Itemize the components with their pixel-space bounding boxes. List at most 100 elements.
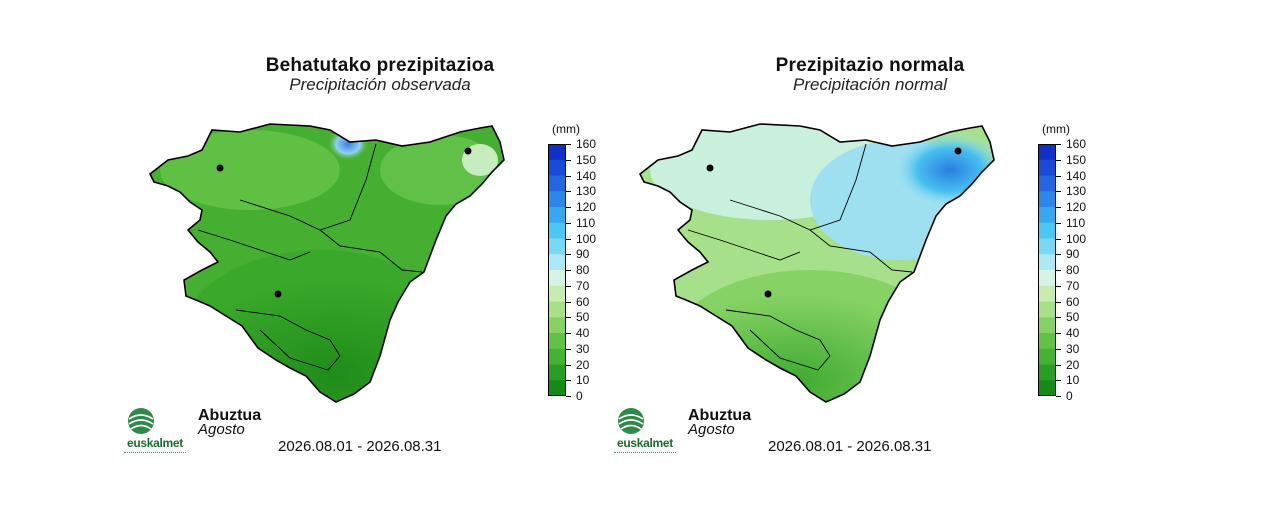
legend-tick-label: 90 <box>1066 247 1080 262</box>
legend-unit: (mm) <box>1042 122 1070 136</box>
month-label: Abuztua <box>688 407 752 424</box>
legend-swatch <box>1038 317 1056 334</box>
month-label: Abuztua <box>198 407 262 424</box>
euskalmet-logo-icon <box>128 408 154 434</box>
legend-tick-mark <box>566 238 571 240</box>
legend-tick-label: 90 <box>576 247 590 262</box>
legend-tick-mark <box>1056 144 1061 145</box>
legend-tick-mark <box>566 364 571 366</box>
legend-tick-label: 160 <box>576 137 597 151</box>
precipitation-map <box>638 123 995 403</box>
legend-swatch <box>548 238 566 255</box>
legend-swatch <box>548 222 566 239</box>
legend-tick-mark <box>1056 222 1061 224</box>
legend-swatch <box>548 270 566 287</box>
legend-tick-label: 130 <box>576 184 597 199</box>
legend-swatch <box>1038 333 1056 350</box>
logo-wordmark: euskalmet <box>617 436 673 450</box>
legend-tick-mark <box>1056 348 1061 350</box>
legend-colorbar <box>1038 144 1056 396</box>
legend-tick-label: 110 <box>1066 215 1086 230</box>
legend-swatch <box>1038 222 1056 239</box>
legend-swatch <box>548 364 566 381</box>
legend-tick-label: 40 <box>576 326 590 340</box>
legend-tick-label: 20 <box>1066 357 1080 372</box>
legend-swatch <box>1038 191 1056 208</box>
legend-swatch <box>1038 364 1056 381</box>
normal-precipitation-panel: Prezipitazio normala Precipitación norma… <box>590 0 1150 518</box>
legend-tick-mark <box>566 301 571 303</box>
legend-tick-label: 10 <box>576 373 590 388</box>
legend-swatch <box>548 159 566 176</box>
legend-swatch <box>548 380 566 396</box>
legend-tick-mark <box>1056 175 1061 177</box>
city-marker <box>216 164 224 172</box>
legend-tick-mark <box>1056 396 1061 397</box>
legend-swatch <box>548 175 566 192</box>
legend-tick-mark <box>566 380 571 382</box>
legend-tick-mark <box>566 333 571 334</box>
legend-swatch <box>1038 380 1056 396</box>
legend-tick-mark <box>1056 364 1061 366</box>
legend-tick-label: 40 <box>1066 326 1080 340</box>
panel-subtitle: Precipitación observada <box>289 75 471 94</box>
legend-tick-mark <box>566 175 571 177</box>
legend-swatch <box>1038 285 1056 302</box>
observed-precipitation-panel: Behatutako prezipitazioa Precipitación o… <box>100 0 660 518</box>
legend-tick-label: 0 <box>1066 389 1073 403</box>
legend-tick-mark <box>1056 191 1061 193</box>
legend-swatch <box>1038 301 1056 318</box>
legend-swatch <box>1038 207 1056 224</box>
legend-tick-mark <box>566 159 571 161</box>
legend-tick-label: 80 <box>576 263 590 277</box>
euskalmet-logo-icon <box>618 408 644 434</box>
legend-tick-mark <box>1056 317 1061 319</box>
date-range: 2026.08.01 - 2026.08.31 <box>768 438 932 455</box>
legend-colorbar <box>548 144 566 396</box>
legend-tick-mark <box>1056 270 1061 271</box>
panel-title: Prezipitazio normala <box>775 55 965 76</box>
legend-tick-mark <box>566 191 571 193</box>
legend-tick-label: 140 <box>576 168 597 183</box>
legend-tick-mark <box>1056 333 1061 334</box>
month-sublabel: Agosto <box>688 421 735 438</box>
legend-swatch <box>1038 348 1056 365</box>
date-range: 2026.08.01 - 2026.08.31 <box>278 438 442 455</box>
legend-tick-label: 150 <box>576 152 597 167</box>
legend-tick-mark <box>1056 301 1061 303</box>
legend-tick-label: 30 <box>576 341 590 356</box>
legend-tick-label: 60 <box>576 294 590 309</box>
legend-tick-mark <box>566 270 571 271</box>
legend-tick-label: 150 <box>1066 152 1087 167</box>
legend-swatch <box>548 144 566 161</box>
legend-tick-mark <box>566 317 571 319</box>
legend-tick-label: 0 <box>576 389 583 403</box>
legend-tick-mark <box>1056 238 1061 240</box>
precipitation-map <box>148 123 505 403</box>
legend-swatch <box>548 317 566 334</box>
legend-tick-label: 120 <box>576 200 597 214</box>
legend-swatch <box>548 285 566 302</box>
legend-swatch <box>548 301 566 318</box>
legend-tick-label: 160 <box>1066 137 1087 151</box>
legend-swatch <box>1038 238 1056 255</box>
legend-swatch <box>1038 254 1056 271</box>
city-marker <box>274 290 282 298</box>
city-marker <box>764 290 772 298</box>
legend-tick-mark <box>566 144 571 145</box>
legend-swatch <box>548 207 566 224</box>
legend-tick-label: 10 <box>1066 373 1080 388</box>
month-sublabel: Agosto <box>198 421 245 438</box>
city-marker <box>706 164 714 172</box>
legend-tick-mark <box>566 222 571 224</box>
legend-tick-mark <box>566 207 571 208</box>
legend-tick-mark <box>1056 207 1061 208</box>
legend-tick-label: 80 <box>1066 263 1080 277</box>
legend-tick-label: 70 <box>1066 278 1080 293</box>
legend-tick-mark <box>566 348 571 350</box>
legend-swatch <box>1038 144 1056 161</box>
legend-tick-mark <box>566 285 571 287</box>
legend-unit: (mm) <box>552 122 580 136</box>
legend-tick-mark <box>1056 254 1061 256</box>
legend-tick-label: 100 <box>576 231 597 246</box>
